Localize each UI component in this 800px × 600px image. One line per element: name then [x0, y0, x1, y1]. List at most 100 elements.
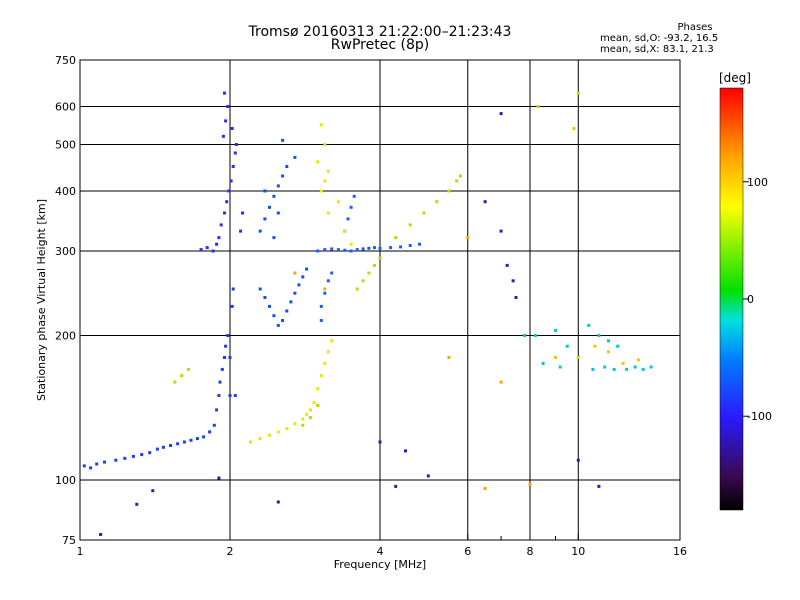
data-point [211, 249, 215, 253]
data-point [95, 462, 99, 466]
data-point [276, 211, 280, 215]
data-point [217, 476, 221, 480]
data-point [352, 194, 356, 198]
x-tick-label: 8 [527, 545, 534, 558]
data-point [224, 119, 228, 123]
data-point [316, 404, 320, 407]
data-point [641, 367, 645, 371]
data-point [319, 319, 323, 322]
data-point [233, 394, 237, 397]
data-point [355, 248, 359, 252]
data-point [202, 435, 206, 439]
y-tick-label: 300 [55, 245, 76, 258]
data-point [225, 200, 229, 204]
data-point [230, 127, 234, 130]
data-point [186, 367, 190, 371]
data-point [297, 283, 301, 287]
data-point [330, 271, 334, 275]
data-point [223, 356, 226, 359]
data-point [234, 143, 238, 146]
data-point [389, 246, 393, 250]
data-point [231, 165, 235, 168]
data-point [621, 361, 625, 365]
data-point [229, 179, 233, 183]
data-point [505, 263, 509, 267]
data-point [378, 246, 382, 250]
data-point [312, 401, 316, 405]
data-point [268, 433, 271, 437]
data-point [176, 442, 180, 446]
data-point [541, 361, 545, 365]
data-point [422, 211, 426, 215]
data-point [499, 112, 503, 116]
data-point [239, 229, 243, 233]
data-point [308, 408, 312, 412]
data-point [536, 105, 540, 108]
colorbar-tick-label: 0 [747, 293, 754, 306]
data-point [272, 236, 276, 240]
data-point [323, 291, 327, 295]
phase-statistics: Phases mean, sd,O: -93.2, 16.5 mean, sd,… [600, 22, 760, 55]
data-point [499, 229, 503, 233]
data-point [272, 194, 276, 198]
chart-subtitle: RwPretec (8p) [330, 37, 430, 53]
grid [80, 60, 680, 540]
data-point [323, 143, 327, 146]
data-point [323, 361, 327, 365]
data-point [483, 200, 487, 204]
data-point [326, 211, 330, 215]
data-point [426, 474, 430, 478]
data-point [285, 427, 289, 431]
phase-stats-heading: Phases [677, 22, 713, 33]
data-point [466, 236, 470, 240]
data-point [636, 358, 640, 362]
data-point [373, 263, 376, 267]
phase-stats-o-line: mean, sd,O: -93.2, 16.5 [600, 33, 719, 44]
colorbar [719, 87, 744, 511]
data-point [349, 205, 353, 209]
data-point [343, 229, 347, 233]
data-point [217, 394, 221, 397]
data-point [373, 246, 376, 250]
data-point [99, 533, 103, 536]
data-point [418, 242, 421, 246]
data-point [301, 275, 305, 279]
data-point [319, 123, 323, 127]
data-point [394, 484, 398, 488]
data-point [103, 460, 106, 464]
data-point [455, 179, 459, 183]
data-point [263, 296, 267, 299]
data-points [82, 91, 653, 536]
data-point [308, 416, 312, 419]
data-point [435, 200, 439, 204]
y-axis-ticks: 75 100 200 300 400 500 600 750 [55, 54, 86, 547]
data-point [367, 271, 371, 275]
data-point [301, 423, 305, 427]
data-point [276, 500, 280, 504]
data-point [349, 249, 353, 253]
data-point [593, 344, 597, 348]
data-point [173, 380, 177, 384]
data-point [227, 189, 231, 193]
data-point [367, 246, 371, 250]
data-point [511, 279, 515, 283]
data-point [576, 356, 580, 359]
data-point [268, 304, 271, 308]
data-point [301, 417, 305, 421]
data-point [215, 408, 219, 412]
data-point [220, 367, 224, 371]
data-point [189, 438, 193, 442]
data-point [223, 211, 226, 215]
data-point [208, 430, 212, 434]
data-point [378, 440, 382, 444]
data-point [323, 179, 327, 183]
data-point [182, 440, 186, 444]
y-tick-label: 400 [55, 185, 76, 198]
data-point [195, 437, 199, 441]
phase-stats-x-line: mean, sd,X: 83.1, 21.3 [600, 44, 714, 55]
data-point [447, 356, 451, 359]
data-point [217, 236, 221, 240]
data-point [576, 458, 580, 462]
data-point [285, 165, 289, 168]
data-point [361, 247, 365, 251]
